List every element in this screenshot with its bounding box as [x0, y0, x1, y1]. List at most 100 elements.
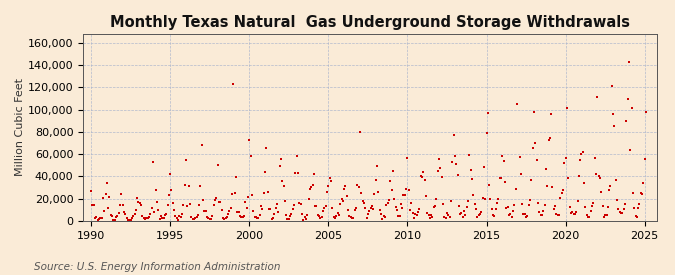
Point — [408, 216, 419, 221]
Point — [315, 215, 326, 220]
Point — [447, 160, 458, 164]
Point — [580, 205, 591, 210]
Point — [405, 208, 416, 213]
Point — [609, 124, 620, 129]
Point — [253, 216, 264, 221]
Point — [620, 202, 630, 206]
Point — [466, 177, 477, 181]
Point — [376, 212, 387, 216]
Point — [182, 204, 192, 208]
Point — [284, 217, 294, 222]
Point — [327, 206, 338, 210]
Point — [249, 214, 260, 219]
Point — [373, 189, 384, 194]
Point — [148, 160, 159, 164]
Point — [195, 184, 206, 188]
Point — [637, 191, 647, 196]
Point — [379, 215, 390, 219]
Point — [556, 191, 567, 195]
Point — [533, 201, 543, 205]
Point — [227, 192, 238, 196]
Point — [585, 209, 596, 213]
Point — [629, 206, 640, 211]
Point — [138, 216, 149, 220]
Point — [394, 214, 405, 218]
Point — [547, 185, 558, 189]
Point — [178, 203, 189, 207]
Point — [105, 213, 116, 217]
Point — [558, 188, 568, 192]
Point — [92, 218, 103, 222]
Point — [289, 203, 300, 208]
Point — [530, 141, 541, 145]
Point — [512, 102, 522, 106]
Point — [422, 211, 433, 215]
Point — [404, 188, 414, 192]
Point — [342, 194, 352, 198]
Point — [260, 170, 271, 174]
Point — [597, 204, 608, 208]
Point — [97, 196, 108, 201]
Point — [144, 214, 155, 219]
Point — [203, 216, 214, 220]
Point — [414, 207, 425, 211]
Point — [259, 191, 269, 195]
Point — [381, 203, 392, 207]
Point — [241, 206, 252, 210]
Point — [308, 172, 319, 176]
Point — [332, 210, 343, 215]
Point — [299, 214, 310, 219]
Point — [231, 175, 242, 180]
Point — [184, 202, 195, 207]
Point — [572, 199, 583, 204]
Point — [519, 211, 530, 216]
Point — [171, 216, 182, 221]
Point — [448, 133, 459, 137]
Point — [488, 213, 499, 217]
Point — [567, 210, 578, 214]
Point — [122, 216, 132, 220]
Point — [325, 179, 336, 184]
Point — [292, 154, 302, 158]
Point — [298, 218, 308, 222]
Point — [286, 212, 297, 217]
Point — [137, 213, 148, 218]
Point — [123, 218, 134, 222]
Point — [506, 214, 517, 219]
Point — [433, 169, 443, 173]
Point — [202, 215, 213, 219]
Point — [543, 138, 554, 142]
Point — [176, 215, 186, 219]
Point — [165, 172, 176, 176]
Point — [90, 216, 101, 220]
Point — [254, 213, 265, 217]
Point — [524, 198, 535, 203]
Point — [626, 106, 637, 110]
Point — [423, 213, 434, 218]
Point — [157, 216, 167, 220]
Point — [402, 156, 413, 160]
Y-axis label: Million Cubic Feet: Million Cubic Feet — [15, 78, 25, 177]
Point — [574, 157, 585, 162]
Point — [237, 215, 248, 220]
Point — [141, 216, 152, 220]
Point — [489, 214, 500, 218]
Point — [566, 211, 576, 215]
Point — [498, 159, 509, 163]
Point — [339, 186, 350, 191]
Point — [476, 210, 487, 214]
Point — [149, 210, 160, 214]
Point — [418, 169, 429, 174]
Point — [606, 84, 617, 88]
Point — [278, 183, 289, 188]
Point — [303, 196, 314, 201]
Point — [311, 204, 322, 208]
Point — [514, 155, 525, 160]
Point — [235, 214, 246, 218]
Point — [116, 192, 127, 196]
Point — [357, 199, 368, 204]
Point — [317, 215, 327, 220]
Point — [95, 216, 106, 221]
Point — [125, 217, 136, 222]
Point — [578, 181, 589, 185]
